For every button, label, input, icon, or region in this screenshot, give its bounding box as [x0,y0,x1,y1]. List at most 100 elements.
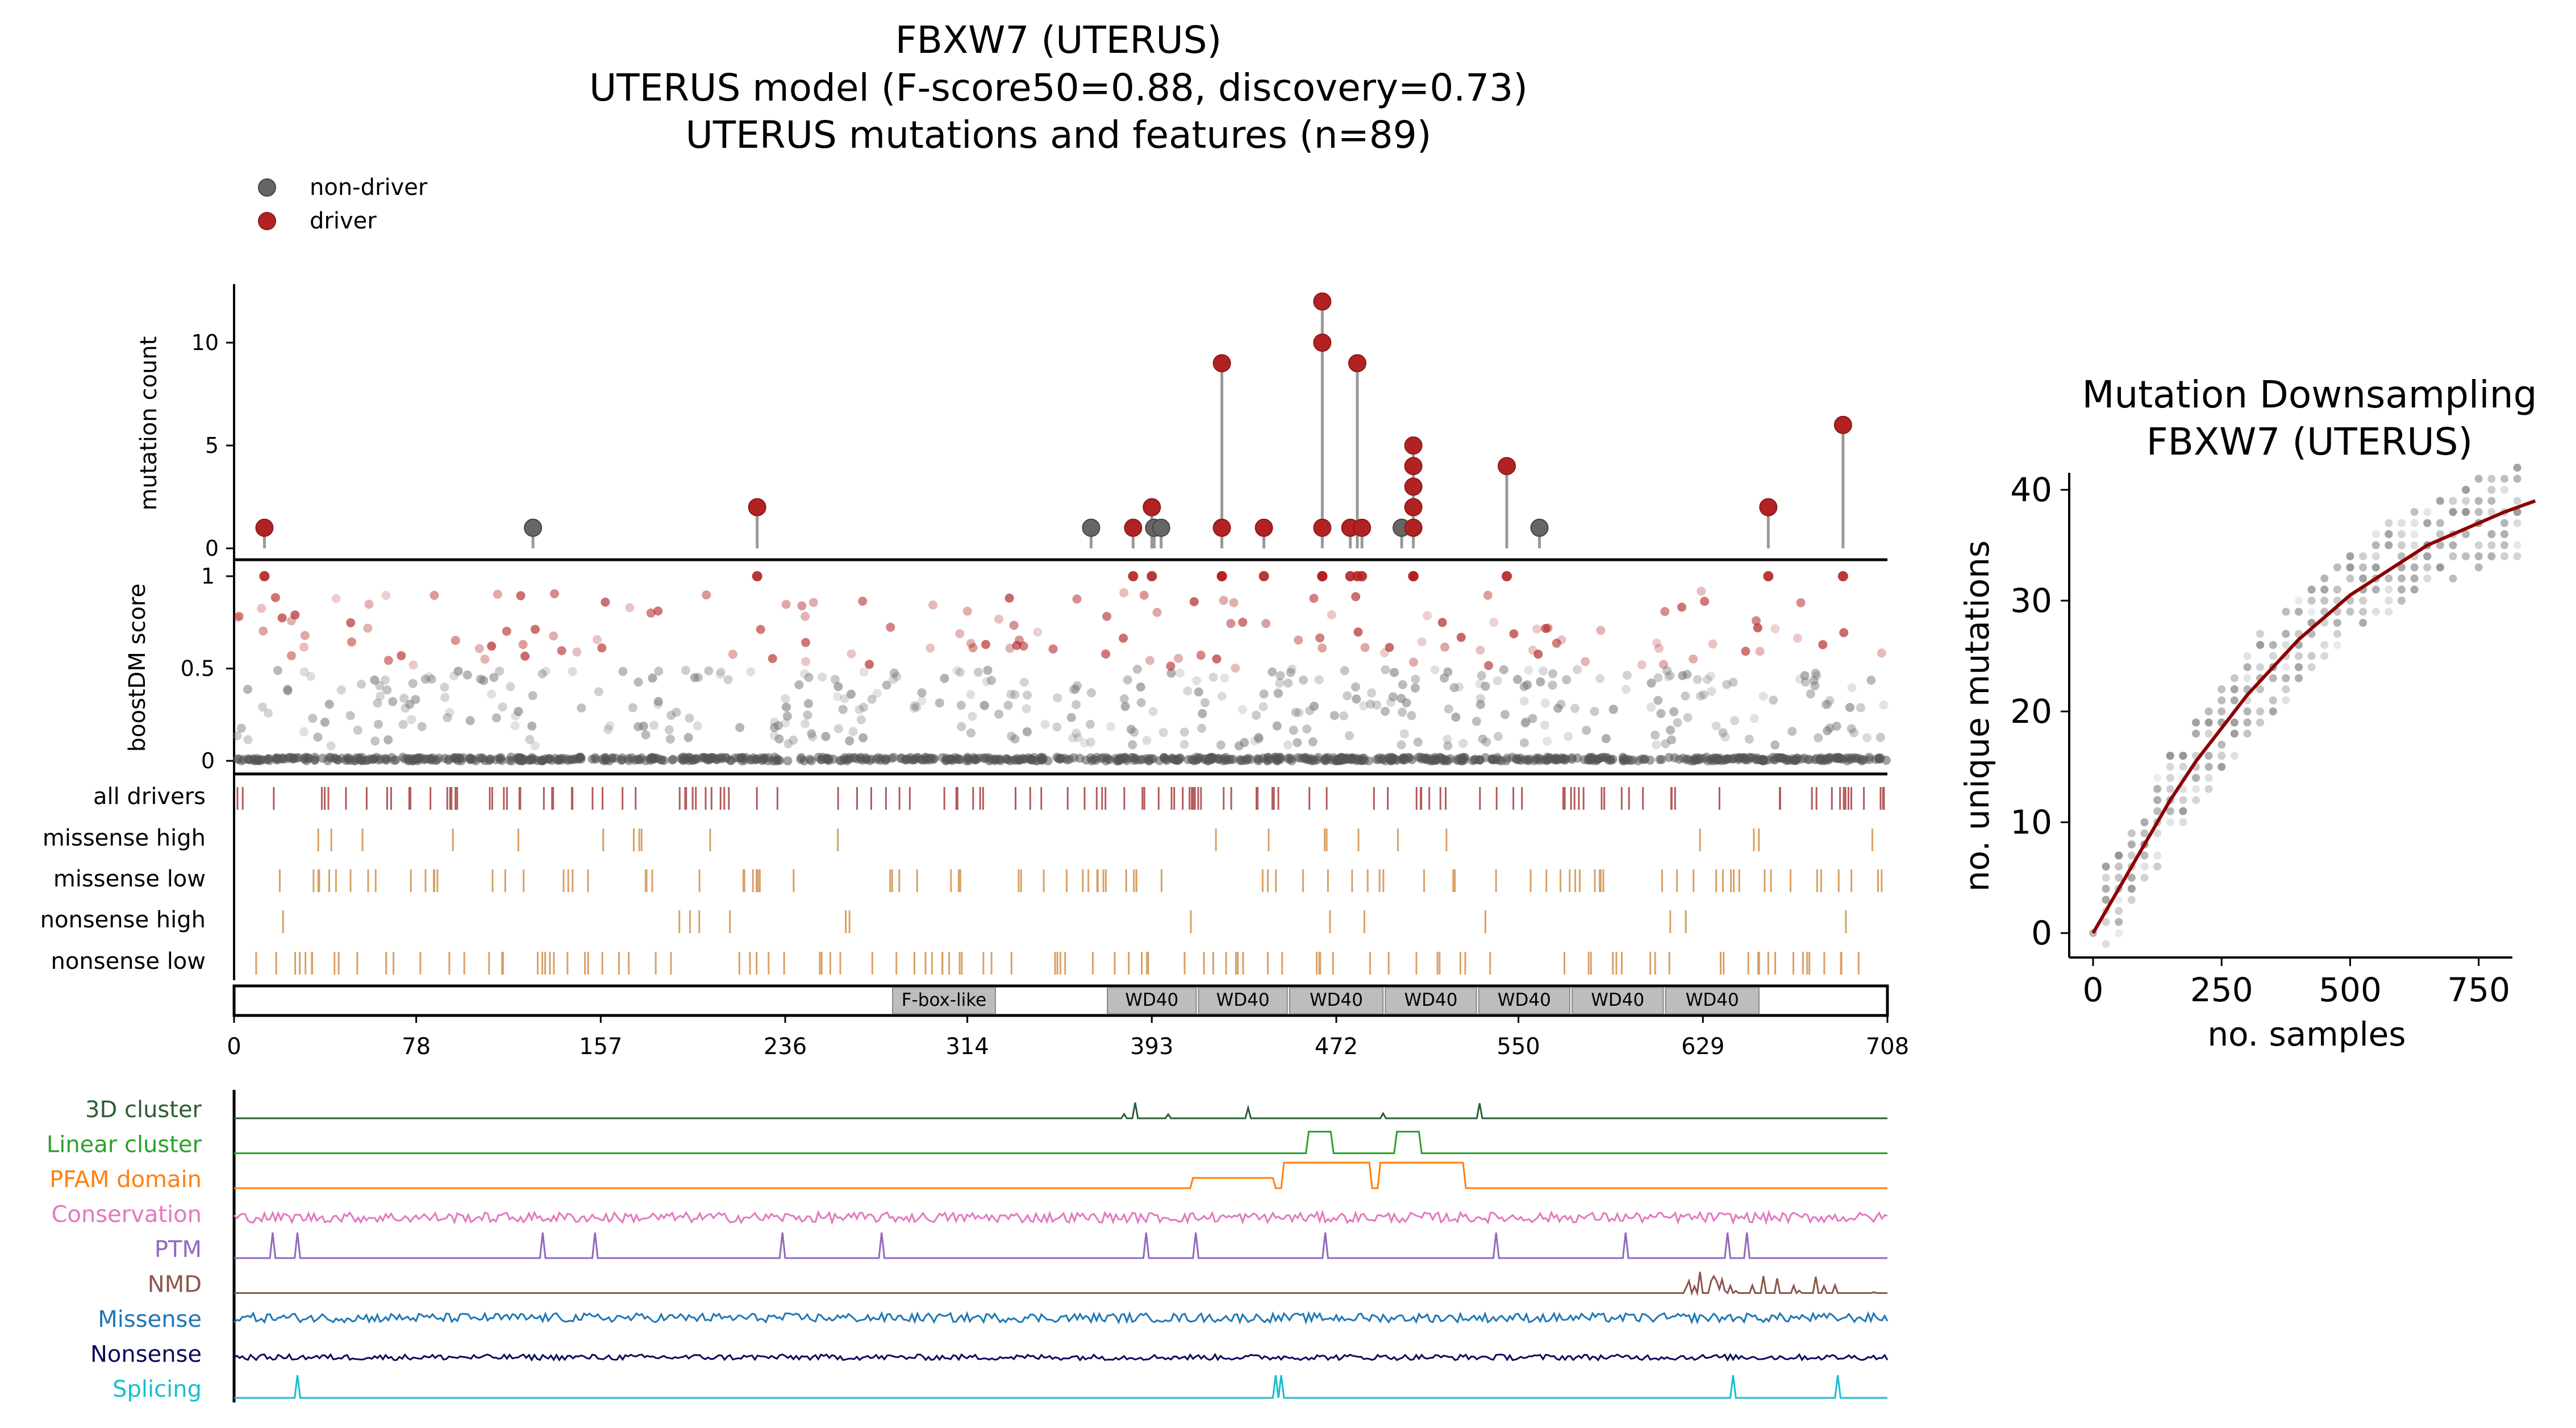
downsampling-point [2320,597,2329,605]
downsampling-point [2371,530,2380,538]
downsampling-point [2333,563,2341,572]
boostdm-ytick-label: 0 [201,748,215,773]
downsampling-point [2153,796,2162,804]
boostdm-point-driver [653,606,663,616]
boostdm-point-mid [1695,691,1705,701]
boostdm-point-driver [234,611,244,621]
boostdm-point-driver [1309,593,1319,603]
downsampling-point [2140,818,2149,826]
downsampling-point [2153,774,2162,782]
downsampling-point [2166,752,2174,760]
boostdm-point-low [668,755,677,765]
boostdm-point-driver [1752,616,1761,626]
boostdm-point-mid [440,682,449,692]
boostdm-point-mid [804,673,814,682]
boostdm-point-low [1381,756,1390,765]
boostdm-point-mid [1720,732,1730,742]
downsampling-point [2295,674,2303,682]
downsampling-point [2371,541,2380,549]
boostdm-point-low [1708,756,1718,765]
downsampling-point [2423,519,2432,527]
downsampling-point [2500,486,2508,494]
boostdm-point-mid [1795,675,1804,684]
boostdm-point-driver [994,614,1003,624]
boostdm-point-driver [364,599,374,609]
boostdm-point-low [641,756,651,765]
boostdm-point-observed [1317,571,1328,581]
downsampling-point [2513,464,2521,472]
boostdm-point-mid [1402,698,1411,707]
boostdm-point-mid [417,722,427,731]
downsampling-point [2230,674,2239,682]
boostdm-point-driver [1166,661,1176,671]
boostdm-point-low [752,754,761,764]
downsampling-point [2230,696,2239,705]
downsampling-point [2371,585,2380,594]
downsampling-point [2192,718,2200,727]
boostdm-point-mid [1800,671,1810,681]
boostdm-point-mid [1128,740,1137,750]
boostdm-point-driver [1483,590,1493,600]
boostdm-point-mid [666,710,676,720]
downsampling-point [2462,552,2470,560]
boostdm-point-driver [858,596,868,606]
boostdm-point-driver [1484,661,1494,671]
downsampling-point [2307,663,2316,671]
downsampling-point [2320,585,2329,594]
downsampling-point [2320,585,2329,594]
boostdm-point-mid [808,732,818,742]
downsampling-point [2513,508,2521,516]
boostdm-point-driver [1541,623,1550,633]
boostdm-point-observed [1408,571,1419,581]
boostdm-point-mid [382,685,392,695]
downsampling-point [2474,508,2483,516]
boostdm-point-mid [1291,707,1300,717]
boostdm-point-driver [702,590,711,600]
needle-head-non-driver [1530,518,1549,537]
boostdm-point-driver [1173,653,1183,663]
feature-label: NMD [148,1272,202,1298]
boostdm-point-low [566,755,576,764]
downsampling-point [2410,585,2419,594]
boostdm-point-driver [1637,660,1647,670]
downsampling-point [2487,552,2496,560]
boostdm-point-driver [363,623,373,633]
downsampling-point [2295,674,2303,682]
downsampling-point [2320,597,2329,605]
boostdm-point-mid [514,707,523,717]
boostdm-point-mid [803,710,812,720]
boostdm-point-mid [952,666,962,676]
boostdm-point-low [912,753,922,763]
downsampling-point [2282,630,2290,638]
downsampling-point [2204,774,2213,782]
boostdm-point-mid [807,729,816,739]
boostdm-point-low [1270,754,1280,764]
downsampling-point [2513,519,2521,527]
downsampling-point [2487,541,2496,549]
boostdm-point-mid [1411,675,1420,684]
boostdm-point-mid [683,732,693,742]
boostdm-point-mid [1540,721,1549,730]
downsampling-point [2256,641,2265,649]
downsampling-point [2385,574,2393,582]
boostdm-point-mid [1023,690,1032,700]
downsampling-point [2230,730,2239,738]
downsampling-ytick-label: 20 [2010,692,2052,731]
boostdm-point-mid [1148,707,1158,717]
boostdm-point-mid [1200,698,1210,707]
downsampling-point [2410,585,2419,594]
boostdm-point-driver [768,653,777,663]
boostdm-point-driver [1327,610,1336,619]
needle-head-driver [1348,354,1366,373]
boostdm-point-low [1487,755,1497,764]
downsampling-point [2269,674,2277,682]
downsampling-point [2410,585,2419,594]
downsampling-point [2359,597,2367,605]
boostdm-point-driver [1219,596,1228,605]
downsampling-point [2295,607,2303,616]
feature-line [233,1209,1888,1226]
downsampling-point [2282,674,2290,682]
downsampling-point [2153,785,2162,793]
boostdm-point-low [601,755,611,764]
boostdm-point-driver [968,643,978,652]
